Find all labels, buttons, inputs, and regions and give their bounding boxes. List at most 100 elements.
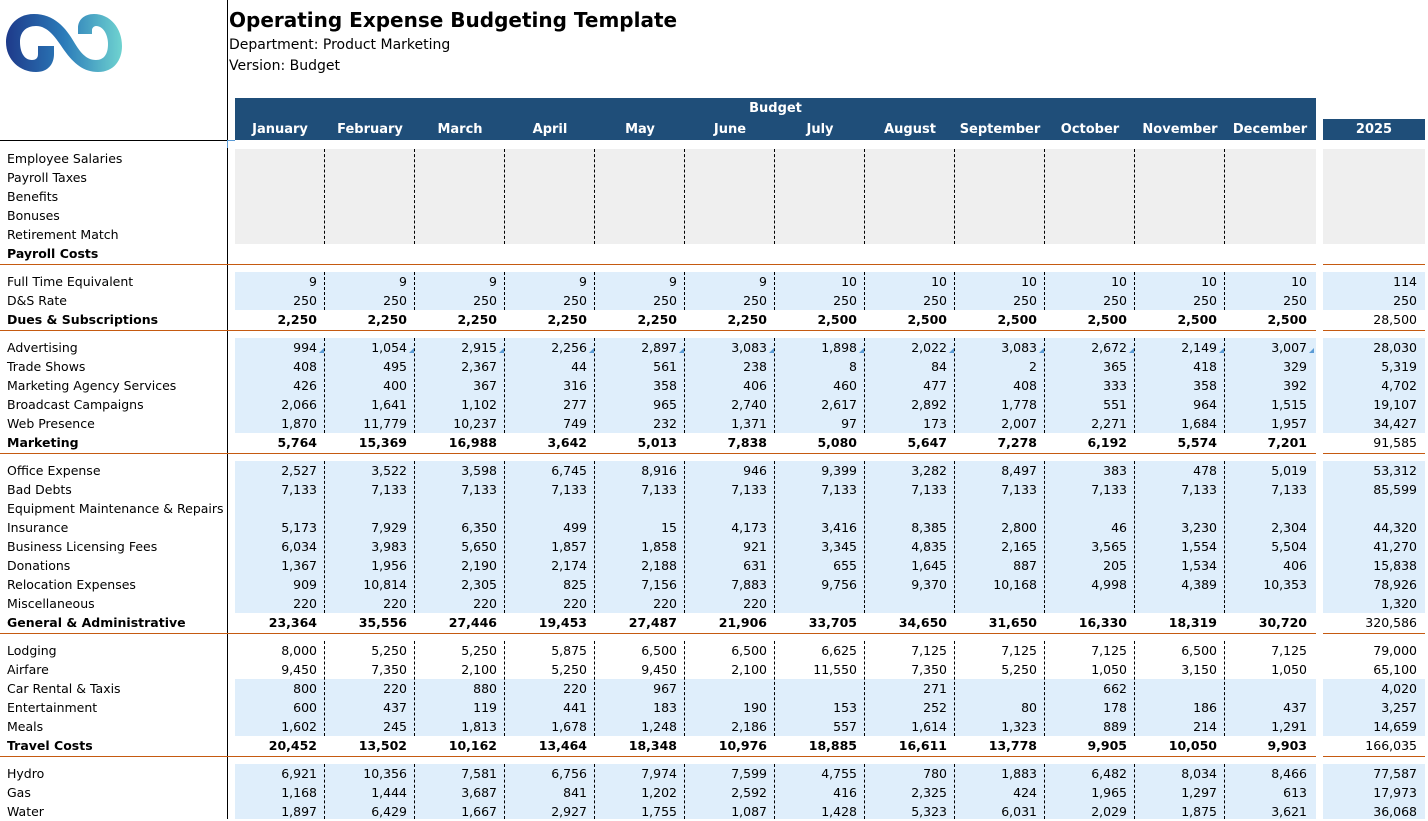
input-cell[interactable]: 186 — [1193, 700, 1217, 715]
input-cell[interactable]: 495 — [383, 359, 407, 374]
input-cell[interactable]: 1,428 — [821, 804, 857, 819]
input-cell[interactable]: 80 — [1021, 700, 1037, 715]
input-cell[interactable] — [685, 225, 767, 244]
input-cell[interactable]: 10,168 — [993, 577, 1037, 592]
input-cell[interactable]: 10 — [1111, 274, 1127, 289]
input-cell[interactable]: 2,149 — [1181, 340, 1217, 355]
input-cell[interactable]: 400 — [383, 378, 407, 393]
input-cell[interactable]: 9 — [489, 274, 497, 289]
input-cell[interactable]: 1,813 — [461, 719, 497, 734]
input-cell[interactable]: 250 — [743, 293, 767, 308]
input-cell[interactable]: 478 — [1193, 463, 1217, 478]
input-cell[interactable]: 277 — [563, 397, 587, 412]
input-cell[interactable]: 5,250 — [551, 662, 587, 677]
input-cell[interactable] — [1135, 187, 1217, 206]
input-cell[interactable]: 561 — [653, 359, 677, 374]
input-cell[interactable]: 1,202 — [641, 785, 677, 800]
input-cell[interactable] — [325, 187, 407, 206]
input-cell[interactable]: 7,133 — [911, 482, 947, 497]
input-cell[interactable]: 5,875 — [551, 643, 587, 658]
input-cell[interactable]: 3,282 — [911, 463, 947, 478]
input-cell[interactable]: 4,173 — [731, 520, 767, 535]
input-cell[interactable]: 2,022 — [911, 340, 947, 355]
input-cell[interactable]: 10 — [841, 274, 857, 289]
input-cell[interactable]: 5,250 — [1001, 662, 1037, 677]
input-cell[interactable]: 3,083 — [731, 340, 767, 355]
input-cell[interactable]: 5,250 — [371, 643, 407, 658]
input-cell[interactable]: 967 — [653, 681, 677, 696]
input-cell[interactable]: 250 — [1013, 293, 1037, 308]
input-cell[interactable]: 7,133 — [461, 482, 497, 497]
input-cell[interactable] — [1225, 594, 1307, 613]
input-cell[interactable]: 153 — [833, 700, 857, 715]
input-cell[interactable]: 964 — [1193, 397, 1217, 412]
input-cell[interactable] — [1135, 168, 1217, 187]
input-cell[interactable]: 84 — [931, 359, 947, 374]
input-cell[interactable]: 887 — [1013, 558, 1037, 573]
input-cell[interactable]: 10 — [1021, 274, 1037, 289]
input-cell[interactable]: 3,983 — [371, 539, 407, 554]
input-cell[interactable] — [865, 499, 947, 518]
input-cell[interactable]: 441 — [563, 700, 587, 715]
input-cell[interactable]: 6,482 — [1091, 766, 1127, 781]
input-cell[interactable]: 1,614 — [911, 719, 947, 734]
input-cell[interactable]: 190 — [743, 700, 767, 715]
input-cell[interactable]: 2,271 — [1091, 416, 1127, 431]
input-cell[interactable] — [1135, 149, 1217, 168]
input-cell[interactable]: 1,102 — [461, 397, 497, 412]
input-cell[interactable] — [775, 679, 857, 698]
input-cell[interactable] — [325, 149, 407, 168]
input-cell[interactable]: 10 — [1291, 274, 1307, 289]
input-cell[interactable]: 8,497 — [1001, 463, 1037, 478]
input-cell[interactable]: 6,034 — [281, 539, 317, 554]
input-cell[interactable] — [1135, 499, 1217, 518]
input-cell[interactable]: 6,429 — [371, 804, 407, 819]
input-cell[interactable] — [1225, 168, 1307, 187]
input-cell[interactable]: 10,353 — [1263, 577, 1307, 592]
input-cell[interactable]: 250 — [1103, 293, 1127, 308]
input-cell[interactable]: 1,645 — [911, 558, 947, 573]
input-cell[interactable]: 994 — [293, 340, 317, 355]
input-cell[interactable] — [595, 499, 677, 518]
input-cell[interactable]: 2,007 — [1001, 416, 1037, 431]
input-cell[interactable]: 7,581 — [461, 766, 497, 781]
input-cell[interactable] — [865, 168, 947, 187]
input-cell[interactable]: 178 — [1103, 700, 1127, 715]
input-cell[interactable]: 10,237 — [453, 416, 497, 431]
input-cell[interactable]: 889 — [1103, 719, 1127, 734]
input-cell[interactable]: 880 — [473, 681, 497, 696]
input-cell[interactable]: 250 — [473, 293, 497, 308]
input-cell[interactable]: 5,504 — [1271, 539, 1307, 554]
input-cell[interactable]: 655 — [833, 558, 857, 573]
input-cell[interactable] — [1225, 499, 1307, 518]
input-cell[interactable]: 406 — [743, 378, 767, 393]
input-cell[interactable]: 7,133 — [1181, 482, 1217, 497]
input-cell[interactable]: 1,054 — [371, 340, 407, 355]
input-cell[interactable] — [775, 499, 857, 518]
input-cell[interactable] — [775, 187, 857, 206]
input-cell[interactable]: 2,190 — [461, 558, 497, 573]
input-cell[interactable]: 1,870 — [281, 416, 317, 431]
input-cell[interactable]: 5,019 — [1271, 463, 1307, 478]
input-cell[interactable]: 1,371 — [731, 416, 767, 431]
input-cell[interactable]: 1,684 — [1181, 416, 1217, 431]
input-cell[interactable] — [955, 594, 1037, 613]
input-cell[interactable]: 7,133 — [641, 482, 677, 497]
input-cell[interactable]: 3,598 — [461, 463, 497, 478]
input-cell[interactable]: 9,450 — [281, 662, 317, 677]
input-cell[interactable]: 329 — [1283, 359, 1307, 374]
input-cell[interactable]: 2,186 — [731, 719, 767, 734]
input-cell[interactable] — [1135, 679, 1217, 698]
input-cell[interactable]: 416 — [833, 785, 857, 800]
input-cell[interactable]: 460 — [833, 378, 857, 393]
input-cell[interactable]: 662 — [1103, 681, 1127, 696]
input-cell[interactable]: 2,188 — [641, 558, 677, 573]
input-cell[interactable]: 220 — [653, 596, 677, 611]
input-cell[interactable]: 7,929 — [371, 520, 407, 535]
input-cell[interactable]: 10 — [931, 274, 947, 289]
input-cell[interactable]: 173 — [923, 416, 947, 431]
input-cell[interactable] — [1045, 225, 1127, 244]
input-cell[interactable]: 946 — [743, 463, 767, 478]
input-cell[interactable] — [685, 499, 767, 518]
input-cell[interactable]: 7,156 — [641, 577, 677, 592]
